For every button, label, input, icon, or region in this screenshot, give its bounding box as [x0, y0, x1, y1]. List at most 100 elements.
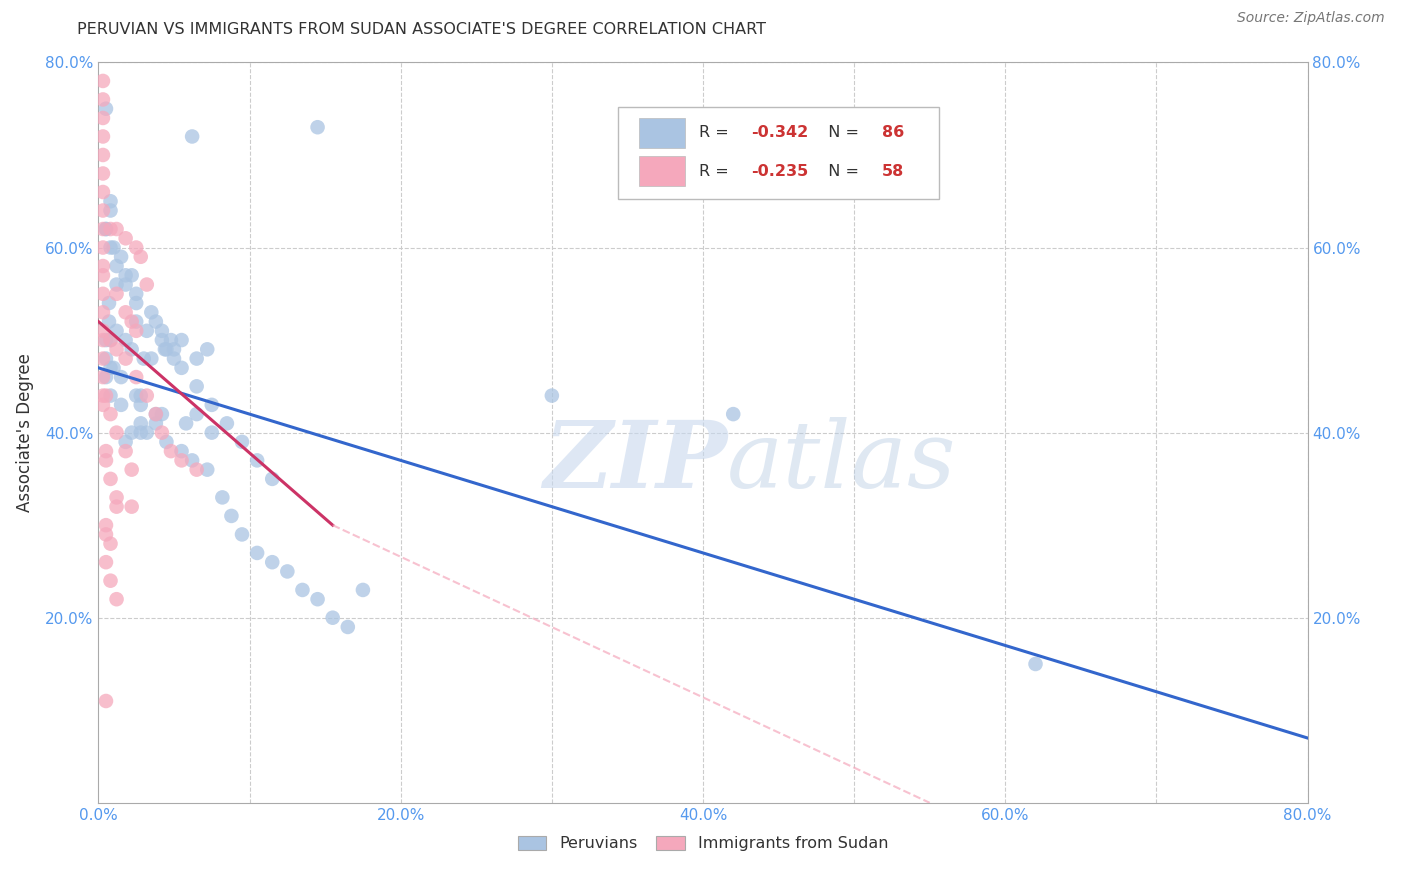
Point [100, 574, 122, 588]
Point [125, 240, 148, 255]
Point [94, 222, 117, 236]
Point [186, 379, 208, 393]
Text: R =: R = [699, 164, 734, 178]
Point [98, 314, 121, 328]
Point [103, 360, 125, 375]
Point [105, 286, 128, 301]
Point [94, 453, 117, 467]
Point [91, 166, 114, 180]
Point [246, 546, 269, 560]
Point [91, 240, 114, 255]
Point [291, 582, 314, 597]
Point [145, 314, 167, 328]
Point [105, 500, 128, 514]
Point [141, 305, 163, 319]
Text: atlas: atlas [727, 417, 956, 508]
Point [135, 324, 157, 338]
Text: -0.235: -0.235 [751, 164, 808, 178]
Point [186, 462, 208, 476]
Point [195, 343, 218, 357]
FancyBboxPatch shape [638, 118, 685, 147]
Point [105, 222, 128, 236]
Point [150, 425, 173, 440]
Text: PERUVIAN VS IMMIGRANTS FROM SUDAN ASSOCIATE'S DEGREE CORRELATION CHART: PERUVIAN VS IMMIGRANTS FROM SUDAN ASSOCI… [77, 22, 766, 37]
Point [145, 407, 167, 421]
Point [110, 370, 132, 384]
Point [91, 222, 114, 236]
Point [100, 240, 122, 255]
Point [307, 120, 329, 135]
Point [105, 491, 128, 505]
Text: -0.342: -0.342 [751, 125, 808, 140]
Point [170, 453, 193, 467]
Point [231, 434, 253, 449]
Point [105, 343, 128, 357]
Point [121, 500, 143, 514]
Point [100, 536, 122, 550]
Point [231, 527, 253, 541]
Point [163, 343, 186, 357]
Point [91, 351, 114, 366]
Point [201, 398, 224, 412]
Text: R =: R = [699, 125, 734, 140]
Point [94, 555, 117, 569]
Point [121, 343, 143, 357]
Point [100, 472, 122, 486]
Point [723, 407, 745, 421]
Point [125, 286, 148, 301]
Point [163, 351, 186, 366]
Point [145, 417, 167, 431]
Point [186, 351, 208, 366]
Point [100, 203, 122, 218]
Point [125, 296, 148, 310]
Point [100, 360, 122, 375]
Point [114, 277, 136, 292]
Text: Source: ZipAtlas.com: Source: ZipAtlas.com [1237, 11, 1385, 25]
Point [105, 592, 128, 607]
Point [91, 370, 114, 384]
Point [352, 582, 374, 597]
Point [100, 333, 122, 347]
Point [174, 417, 197, 431]
Point [94, 333, 117, 347]
Point [276, 565, 298, 579]
Point [170, 360, 193, 375]
Point [91, 185, 114, 199]
Text: 58: 58 [882, 164, 904, 178]
Point [91, 74, 114, 88]
Text: N =: N = [818, 164, 865, 178]
Point [91, 324, 114, 338]
Text: 86: 86 [882, 125, 904, 140]
Point [110, 398, 132, 412]
Point [91, 148, 114, 162]
Point [129, 250, 152, 264]
Point [94, 102, 117, 116]
Point [91, 398, 114, 412]
Point [201, 425, 224, 440]
Y-axis label: Associate's Degree: Associate's Degree [15, 353, 34, 512]
Point [100, 222, 122, 236]
Point [125, 324, 148, 338]
Point [121, 268, 143, 283]
Point [91, 333, 114, 347]
Point [135, 277, 157, 292]
Text: N =: N = [818, 125, 865, 140]
Point [170, 333, 193, 347]
Point [94, 694, 117, 708]
Point [94, 222, 117, 236]
Point [121, 425, 143, 440]
Point [114, 444, 136, 458]
Point [105, 425, 128, 440]
Point [125, 370, 148, 384]
FancyBboxPatch shape [619, 107, 939, 200]
Point [94, 527, 117, 541]
Point [262, 472, 284, 486]
Point [114, 351, 136, 366]
Point [1024, 657, 1046, 671]
Point [540, 388, 562, 402]
Point [105, 259, 128, 273]
Point [155, 343, 177, 357]
Point [94, 444, 117, 458]
Point [114, 333, 136, 347]
Legend: Peruvians, Immigrants from Sudan: Peruvians, Immigrants from Sudan [512, 830, 894, 858]
